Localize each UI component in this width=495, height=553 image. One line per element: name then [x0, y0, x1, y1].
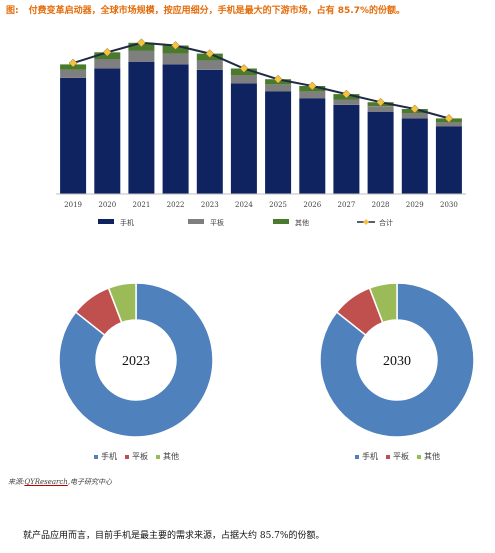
donut-legend-label: 其他 [163, 452, 179, 461]
legend-marker-total [363, 219, 369, 225]
total-line [72, 41, 450, 120]
x-tick-label: 2028 [372, 201, 390, 209]
total-marker [376, 97, 385, 107]
source-suffix: ,电子研究中心 [67, 478, 113, 486]
bar-segment-phone [299, 98, 326, 194]
bar-segment-phone [196, 69, 223, 194]
bar-segment-phone [367, 111, 394, 194]
figure-title-text: 付费变革启动器，全球市场规模，按应用细分，手机是最大的下游市场，占有 85.7%… [28, 6, 405, 16]
total-marker [444, 114, 454, 123]
bar-segment-phone [128, 61, 155, 195]
total-marker [171, 41, 180, 50]
donut-legend-label: 其他 [424, 452, 440, 461]
total-marker [342, 89, 351, 99]
donut-legend-label: 手机 [362, 452, 378, 461]
donut-legend-label: 手机 [101, 452, 117, 461]
bar-segment-phone [401, 118, 428, 194]
legend-label-total: 合计 [379, 218, 393, 227]
bar-segment-tablet [128, 50, 155, 62]
bar-segment-tablet [435, 122, 462, 127]
stacked-bar-chart: 2019 2020 2021 2022 2023 2024 2025 2026 2027 2028… [56, 38, 466, 227]
legend-label-other: 其他 [295, 218, 309, 227]
bar-segment-tablet [401, 113, 428, 119]
x-tick-label: 2025 [269, 201, 287, 209]
donut-legend-label: 平板 [132, 452, 148, 461]
donut-legend-item-other: 其他 [417, 451, 440, 462]
bars-layer [60, 42, 462, 195]
total-marker [273, 74, 283, 84]
x-tick-label: 2021 [132, 201, 150, 209]
x-tick-label: 2024 [235, 201, 253, 209]
total-marker [137, 38, 146, 48]
bar-segment-tablet [162, 53, 189, 65]
donut-legend-item-other: 其他 [156, 451, 179, 462]
legend-swatch-tablet [188, 219, 204, 224]
total-marker [239, 64, 249, 73]
bar-segment-phone [162, 64, 189, 195]
tablet-swatch [125, 455, 129, 459]
bar-segment-tablet [367, 106, 394, 112]
x-tick-label: 2023 [201, 201, 219, 209]
donut-legend-2030: 手机 平板 其他 [355, 451, 448, 462]
donut-chart-2023: 2023 [56, 278, 216, 442]
x-tick-label: 2019 [64, 201, 82, 209]
phone-swatch [355, 455, 359, 459]
bar-segment-tablet [265, 84, 292, 92]
other-swatch [417, 455, 421, 459]
donut-legend-label: 平板 [393, 452, 409, 461]
total-marker [205, 49, 215, 58]
x-tick-label: 2022 [167, 201, 185, 209]
other-swatch [156, 455, 160, 459]
body-paragraph: 就产品应用而言，目前手机是最主要的需求来源，占据大约 85.7%的份额。 [23, 531, 325, 541]
x-tick-label: 2030 [440, 201, 458, 209]
source-note: 来源:QYResearch,电子研究中心 [8, 477, 112, 487]
bar-chart-legend: 手机 平板 其他 合计 [98, 218, 393, 227]
x-tick-labels: 2019 2020 2021 2022 2023 2024 2025 2026 2027 2028… [64, 201, 458, 209]
donut-center-label: 2023 [122, 354, 150, 369]
donut-slice-phone [319, 282, 475, 438]
donut-legend-item-tablet: 平板 [386, 451, 409, 462]
bar-segment-phone [230, 83, 257, 194]
legend-swatch-other [273, 219, 289, 224]
legend-label-phone: 手机 [120, 218, 134, 227]
source-name: QYResearch [24, 478, 68, 486]
bar-segment-phone [435, 126, 462, 194]
x-tick-label: 2029 [406, 201, 424, 209]
total-marker [68, 58, 78, 68]
tablet-swatch [386, 455, 390, 459]
donut-slice-phone [58, 282, 214, 438]
bar-segment-phone [94, 68, 121, 194]
bar-segment-tablet [60, 69, 87, 78]
donut-legend-item-phone: 手机 [94, 451, 117, 462]
donut-slice-other [107, 282, 137, 324]
source-prefix: 来源: [8, 478, 25, 486]
total-marker [410, 104, 420, 114]
donut-legend-item-phone: 手机 [355, 451, 378, 462]
bar-segment-phone [265, 91, 292, 194]
donut-slice-other [368, 282, 398, 324]
total-marker [307, 81, 317, 91]
donut-center-label: 2030 [383, 354, 411, 369]
donut-chart-2030: 2030 [317, 278, 477, 442]
bar-segment-tablet [333, 99, 360, 105]
figure-title-prefix: 图: [6, 6, 19, 16]
donut-legend-2023: 手机 平板 其他 [94, 451, 187, 462]
legend-label-tablet: 平板 [210, 218, 224, 227]
bar-segment-tablet [299, 91, 326, 99]
bar-segment-tablet [94, 59, 121, 69]
phone-swatch [94, 455, 98, 459]
bar-segment-phone [333, 104, 360, 194]
total-marker [102, 47, 112, 57]
donut-legend-item-tablet: 平板 [125, 451, 148, 462]
x-tick-label: 2020 [98, 201, 116, 209]
x-tick-label: 2027 [337, 201, 355, 209]
total-line-layer [68, 38, 454, 123]
legend-swatch-phone [98, 219, 114, 224]
bar-segment-tablet [196, 60, 223, 70]
bar-segment-tablet [230, 75, 257, 84]
bar-segment-phone [60, 77, 87, 194]
figure-title: 图: 付费变革启动器，全球市场规模，按应用细分，手机是最大的下游市场，占有 85.… [6, 3, 491, 19]
x-tick-label: 2026 [303, 201, 321, 209]
